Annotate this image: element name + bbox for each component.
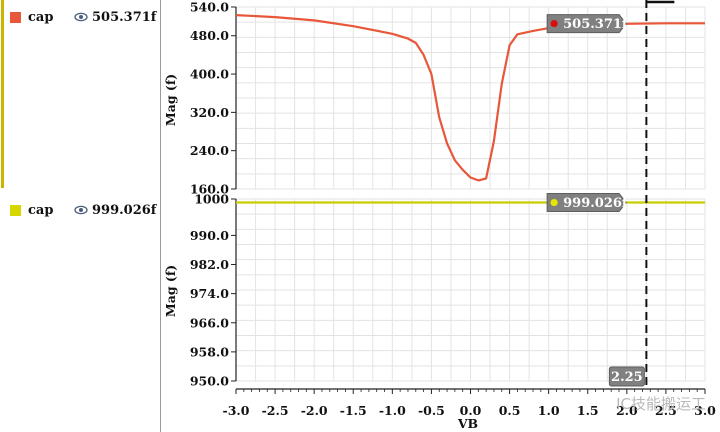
legend-swatch-red	[10, 11, 21, 23]
top-panel-grid	[235, 6, 706, 190]
x-tick-label: 2.5	[655, 403, 677, 418]
bottom-panel-grid	[235, 198, 706, 382]
x-tick-label: 0.5	[499, 403, 521, 418]
y-tick-label: 982.0	[190, 257, 229, 272]
cursor-line[interactable]: 2.25	[608, 0, 675, 389]
marker-dot[interactable]	[550, 19, 558, 28]
x-tick-label: -2.0	[301, 403, 328, 418]
x-tick-label: -1.5	[340, 403, 367, 418]
watermark: IC技能搬运工	[616, 395, 706, 413]
y-tick-label: 320.0	[190, 105, 229, 120]
y-axis-label-top: Mag (f)	[163, 74, 178, 126]
x-tick-label: 1.0	[538, 403, 560, 418]
cursor-value-box	[608, 366, 645, 387]
x-tick-label: 3.0	[694, 403, 716, 418]
marker-label-box	[546, 14, 627, 34]
y-tick-label: 1000	[194, 192, 229, 207]
legend-item-value: 505.371f	[92, 9, 157, 25]
marker-label: 505.371f	[563, 17, 629, 32]
y-tick-label: 950.0	[190, 374, 229, 389]
x-tick-label: -2.5	[262, 403, 289, 418]
y-tick-label: 974.0	[190, 286, 229, 301]
y-tick-label: 480.0	[190, 28, 229, 43]
x-axis-label: VB	[457, 416, 478, 431]
cursor-value-label: 2.25	[611, 370, 643, 385]
legend-panel: cap 505.371f cap 999.026f	[0, 0, 161, 432]
legend-swatch-yellow	[10, 204, 21, 216]
legend-item-cap-2[interactable]: cap 999.026f	[10, 201, 156, 219]
marker-annotation[interactable]: 999.026f	[546, 193, 629, 213]
x-tick-label: 2.0	[616, 403, 638, 418]
legend-item-label: cap	[28, 9, 54, 25]
legend-item-cap-1[interactable]: cap 505.371f	[10, 8, 156, 26]
y-tick-label: 966.0	[190, 315, 229, 330]
y-tick-label: 958.0	[190, 344, 229, 359]
marker-label: 999.026f	[563, 196, 629, 211]
marker-label-box	[546, 193, 627, 213]
y-tick-label: 160.0	[190, 182, 229, 197]
x-tick-label: -0.5	[418, 403, 445, 418]
legend-group-bracket	[1, 0, 4, 188]
eye-icon[interactable]	[74, 205, 88, 215]
y-tick-label: 540.0	[190, 0, 229, 15]
x-tick-label: 1.5	[577, 403, 599, 418]
x-tick-label: -3.0	[223, 403, 250, 418]
curves	[235, 14, 705, 204]
legend-item-value: 999.026f	[92, 202, 157, 218]
x-tick-label: -1.0	[379, 403, 406, 418]
series-line-cap	[235, 14, 705, 182]
y-tick-label: 990.0	[190, 228, 229, 243]
x-tick-label: 0.0	[460, 403, 482, 418]
legend-item-label: cap	[28, 202, 54, 218]
y-tick-label: 240.0	[190, 143, 229, 158]
x-axis-tick-labels: -3.0 -2.5 -2.0 -1.5 -1.0 -0.5 0.0 0.5 1.0 1.5 2.0 2…	[223, 403, 717, 418]
eye-icon[interactable]	[74, 12, 88, 22]
axes	[231, 6, 706, 394]
marker-dot[interactable]	[550, 198, 558, 207]
y-tick-label: 400.0	[190, 67, 229, 82]
y-axis-label-bottom: Mag (f)	[163, 265, 178, 317]
data-markers[interactable]: 505.371f 999.026f	[546, 14, 629, 213]
marker-annotation[interactable]: 505.371f	[546, 14, 629, 34]
